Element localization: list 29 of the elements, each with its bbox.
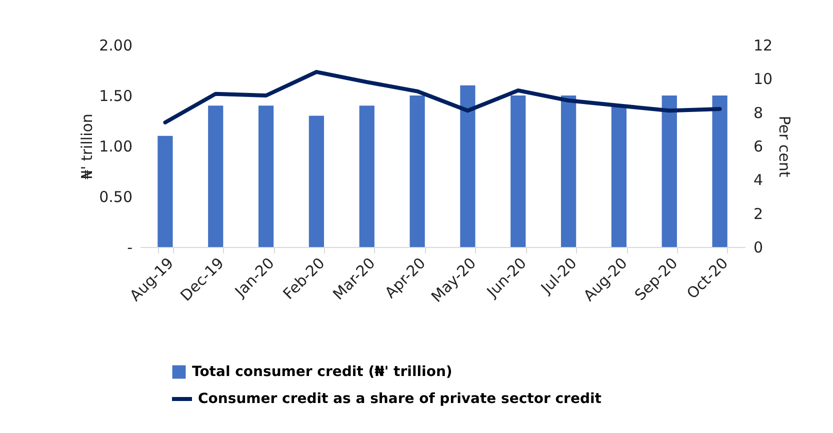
y-tick-label: 1.00 [99,138,132,156]
y2-tick-label: 4 [754,171,764,190]
bar [560,96,576,247]
y2-tick-label: 10 [754,70,773,88]
y2-tick-label: 8 [754,104,764,122]
y-axis-title: ₦' trillion [78,114,96,180]
legend-label: Consumer credit as a share of private sector credit [198,391,602,407]
y-tick-label: 0.50 [99,188,132,206]
y2-tick-label: 0 [754,238,764,256]
y2-tick-label: 12 [754,36,773,54]
bar [359,106,374,247]
bar [258,106,274,247]
y-tick-label: 2.00 [99,36,132,54]
bar [158,136,173,247]
bar [510,96,526,247]
y-tick-label: 1.50 [99,87,132,105]
bar [460,85,476,247]
y-tick-label: - [127,238,132,256]
bar [662,96,677,247]
legend-label: Total consumer credit (₦' trillion) [192,364,452,380]
bar [410,96,425,247]
bar [611,106,627,247]
y2-tick-label: 2 [754,204,764,223]
y2-tick-label: 6 [754,138,764,156]
bar [208,106,224,247]
bar [712,96,728,247]
bar [308,116,324,247]
line-series [163,70,722,124]
y2-axis-title: Per cent [776,116,794,178]
